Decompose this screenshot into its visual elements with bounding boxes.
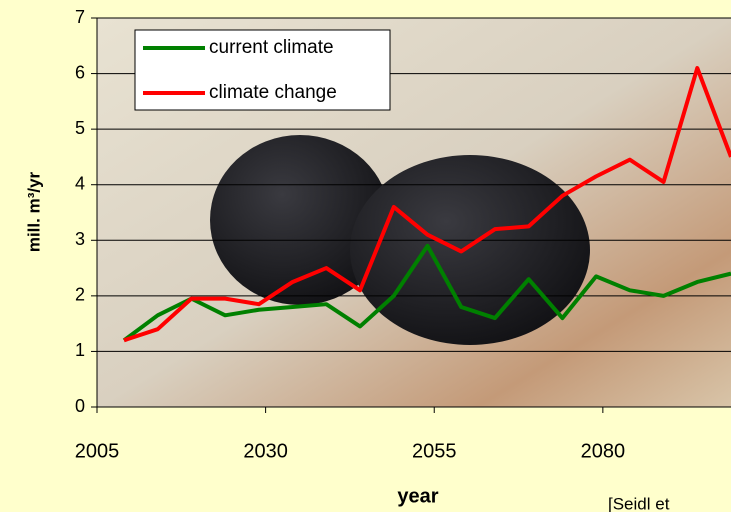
y-tick-label: 3 (75, 229, 85, 249)
beetle-body (350, 155, 590, 345)
y-tick-label: 4 (75, 173, 85, 193)
y-axis-title: mill. m³/yr (24, 171, 43, 252)
x-tick-label: 2055 (412, 440, 457, 462)
x-axis-title: year (397, 485, 438, 507)
x-tick-label: 2030 (243, 440, 288, 462)
page: {"chart_data": {"type": "line", "x_label… (0, 0, 731, 512)
y-tick-label: 1 (75, 340, 85, 360)
y-tick-label: 5 (75, 118, 85, 138)
x-tick-label: 2080 (581, 440, 626, 462)
y-tick-label: 0 (75, 396, 85, 416)
y-tick-label: 7 (75, 7, 85, 27)
source: [Seidl et (608, 494, 670, 512)
chart: mill. m³/yr year [Seidl et 0 1 2 3 4 5 6 7 2005 2… (0, 0, 731, 512)
legend-label: current climate (209, 37, 334, 58)
y-tick-label: 6 (75, 62, 85, 82)
legend-label: climate change (209, 82, 337, 103)
y-tick-label: 2 (75, 285, 85, 305)
x-tick-label: 2005 (75, 440, 120, 462)
